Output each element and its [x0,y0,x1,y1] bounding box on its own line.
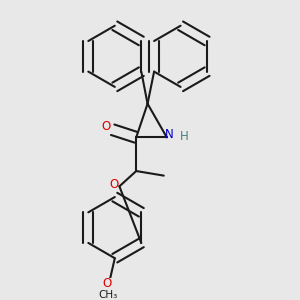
Text: O: O [103,277,112,290]
Text: O: O [109,178,119,191]
Text: N: N [165,128,174,141]
Text: H: H [180,130,189,143]
Text: O: O [101,120,111,133]
Text: CH₃: CH₃ [98,290,117,300]
